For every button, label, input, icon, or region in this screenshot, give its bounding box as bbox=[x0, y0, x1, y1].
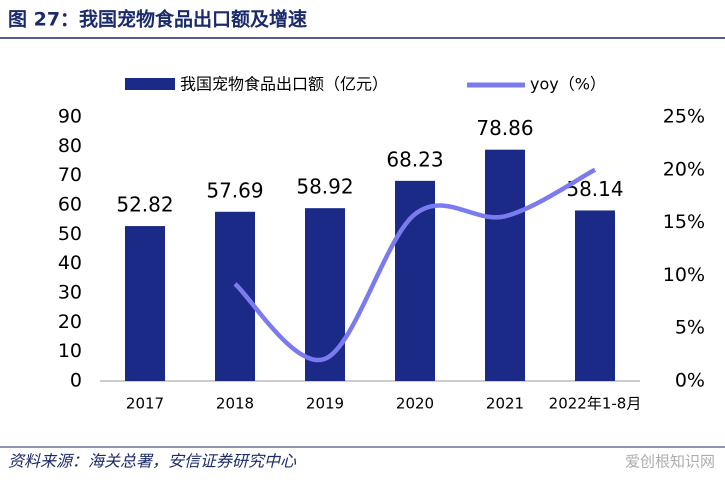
bar bbox=[575, 210, 615, 381]
data-label: 78.86 bbox=[476, 116, 533, 140]
legend-label: 我国宠物食品出口额（亿元） bbox=[180, 75, 388, 94]
legend-swatch bbox=[125, 78, 175, 90]
data-label: 52.82 bbox=[116, 193, 173, 217]
y-tick-label: 50 bbox=[58, 223, 82, 245]
y-tick-label: 80 bbox=[58, 135, 82, 157]
data-label: 57.69 bbox=[206, 178, 263, 202]
x-tick-label: 2020 bbox=[396, 395, 434, 413]
x-tick-label: 2021 bbox=[486, 395, 524, 413]
chart-title: 图 27：我国宠物食品出口额及增速 bbox=[8, 8, 307, 31]
y2-tick-label: 20% bbox=[663, 158, 705, 180]
x-tick-label: 2017 bbox=[126, 395, 164, 413]
y2-tick-label: 10% bbox=[663, 264, 705, 286]
y2-tick-label: 25% bbox=[663, 106, 705, 128]
x-tick-label: 2018 bbox=[216, 395, 254, 413]
watermark: 爱创根知识网 bbox=[625, 453, 715, 471]
bar bbox=[125, 226, 165, 381]
y-tick-label: 40 bbox=[58, 252, 82, 274]
y-tick-label: 0 bbox=[70, 370, 82, 392]
y-tick-label: 30 bbox=[58, 282, 82, 304]
data-label: 68.23 bbox=[386, 147, 443, 171]
y2-tick-label: 0% bbox=[675, 370, 705, 392]
source: 资料来源：海关总署，安信证券研究中心 bbox=[8, 452, 297, 471]
x-tick-label: 2019 bbox=[306, 395, 344, 413]
legend-label: yoy（%） bbox=[530, 75, 606, 94]
y2-tick-label: 15% bbox=[663, 211, 705, 233]
data-label: 58.92 bbox=[296, 175, 353, 199]
y2-tick-label: 5% bbox=[675, 317, 705, 339]
bar bbox=[485, 149, 525, 381]
y-tick-label: 90 bbox=[58, 106, 82, 128]
bar bbox=[305, 208, 345, 381]
y-tick-label: 70 bbox=[58, 164, 82, 186]
line bbox=[233, 167, 597, 363]
bar bbox=[395, 180, 435, 381]
y-tick-label: 60 bbox=[58, 194, 82, 216]
y-tick-label: 10 bbox=[58, 340, 82, 362]
y-tick-label: 20 bbox=[58, 311, 82, 333]
x-tick-label: 2022年1-8月 bbox=[549, 395, 642, 413]
